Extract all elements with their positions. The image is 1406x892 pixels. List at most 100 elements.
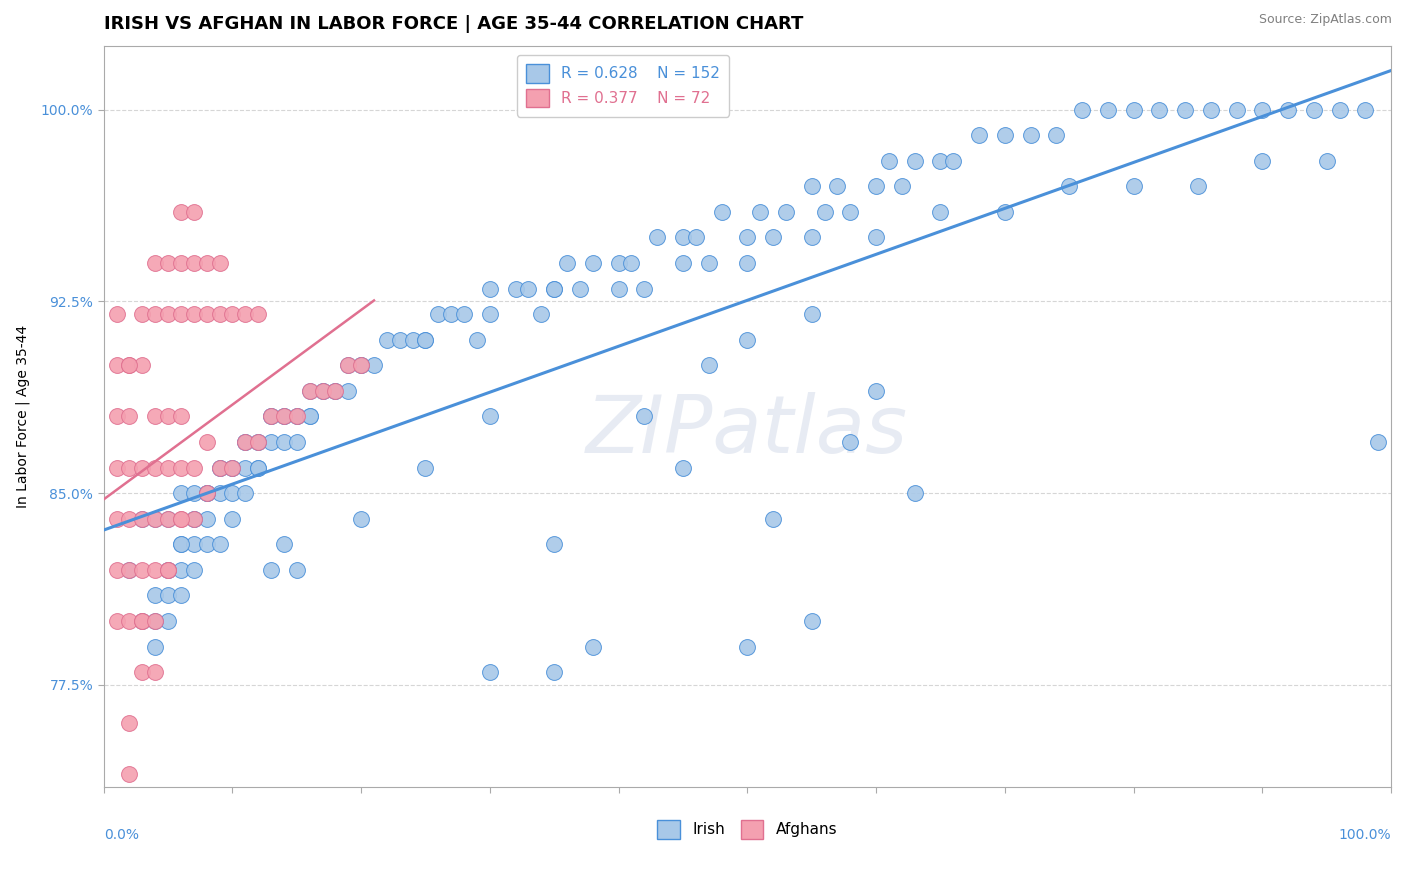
Point: [633, 282, 655, 296]
Point: [221, 307, 243, 321]
Point: [298, 409, 321, 424]
Point: [183, 307, 205, 321]
Point: [183, 205, 205, 219]
Point: [1367, 434, 1389, 449]
Point: [118, 358, 141, 372]
Point: [415, 460, 437, 475]
Point: [877, 153, 900, 168]
Point: [737, 256, 759, 270]
Point: [131, 614, 153, 628]
Point: [143, 256, 166, 270]
Point: [208, 486, 231, 500]
Point: [131, 563, 153, 577]
Point: [260, 409, 283, 424]
Point: [633, 409, 655, 424]
Point: [183, 511, 205, 525]
Point: [195, 486, 218, 500]
Point: [427, 307, 450, 321]
Point: [337, 384, 360, 398]
Point: [170, 563, 193, 577]
Point: [737, 333, 759, 347]
Point: [1071, 103, 1094, 117]
Point: [350, 511, 373, 525]
Point: [170, 486, 193, 500]
Point: [143, 563, 166, 577]
Point: [143, 511, 166, 525]
Point: [1057, 179, 1080, 194]
Point: [325, 384, 347, 398]
Point: [800, 230, 823, 244]
Point: [839, 205, 862, 219]
Point: [157, 563, 180, 577]
Point: [247, 434, 270, 449]
Point: [157, 511, 180, 525]
Point: [170, 511, 193, 525]
Point: [143, 665, 166, 679]
Point: [233, 434, 256, 449]
Point: [157, 588, 180, 602]
Point: [465, 333, 488, 347]
Point: [890, 179, 912, 194]
Point: [118, 511, 141, 525]
Legend: Irish, Afghans: Irish, Afghans: [650, 813, 845, 847]
Point: [273, 537, 295, 551]
Point: [1122, 103, 1144, 117]
Point: [143, 409, 166, 424]
Point: [517, 282, 540, 296]
Point: [221, 511, 243, 525]
Point: [157, 307, 180, 321]
Point: [1316, 153, 1339, 168]
Point: [170, 307, 193, 321]
Point: [157, 511, 180, 525]
Point: [208, 460, 231, 475]
Point: [131, 511, 153, 525]
Point: [273, 409, 295, 424]
Point: [118, 716, 141, 731]
Point: [1277, 103, 1299, 117]
Point: [350, 358, 373, 372]
Text: ZIPatlas: ZIPatlas: [586, 392, 908, 470]
Point: [582, 256, 605, 270]
Point: [543, 537, 565, 551]
Point: [233, 434, 256, 449]
Point: [131, 665, 153, 679]
Point: [170, 588, 193, 602]
Point: [131, 358, 153, 372]
Point: [170, 409, 193, 424]
Point: [401, 333, 423, 347]
Point: [298, 384, 321, 398]
Point: [157, 460, 180, 475]
Point: [762, 511, 785, 525]
Point: [143, 614, 166, 628]
Point: [105, 409, 128, 424]
Point: [865, 384, 887, 398]
Point: [247, 307, 270, 321]
Point: [1302, 103, 1324, 117]
Point: [105, 511, 128, 525]
Point: [672, 256, 695, 270]
Point: [157, 409, 180, 424]
Point: [505, 282, 527, 296]
Point: [697, 358, 720, 372]
Point: [311, 384, 333, 398]
Point: [285, 434, 308, 449]
Point: [530, 307, 553, 321]
Point: [273, 434, 295, 449]
Point: [311, 384, 333, 398]
Point: [118, 767, 141, 781]
Point: [183, 256, 205, 270]
Point: [131, 511, 153, 525]
Point: [285, 409, 308, 424]
Point: [1187, 179, 1209, 194]
Point: [208, 460, 231, 475]
Y-axis label: In Labor Force | Age 35-44: In Labor Force | Age 35-44: [15, 325, 30, 508]
Point: [827, 179, 849, 194]
Point: [737, 640, 759, 654]
Point: [337, 358, 360, 372]
Point: [105, 614, 128, 628]
Point: [1019, 128, 1042, 143]
Point: [1329, 103, 1351, 117]
Text: 100.0%: 100.0%: [1339, 828, 1391, 842]
Point: [221, 460, 243, 475]
Point: [555, 256, 578, 270]
